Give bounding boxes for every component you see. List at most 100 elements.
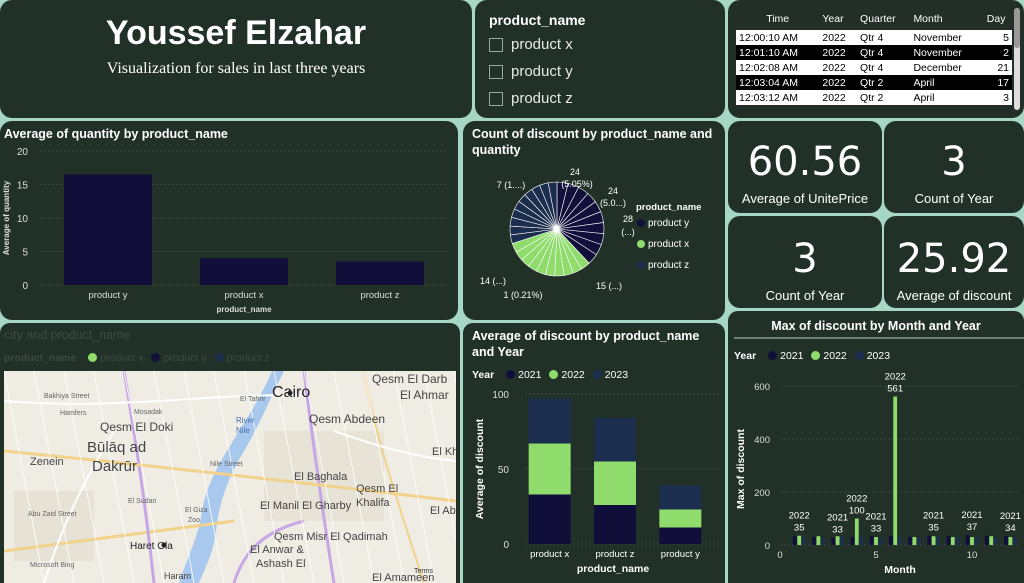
table-cell: 2022 (819, 90, 858, 105)
x-tick-label: product x (530, 549, 569, 560)
map-label: Zenein (30, 456, 64, 468)
kpi-label: Average of discount (896, 288, 1012, 303)
bar-segment (659, 485, 702, 510)
checkbox[interactable] (489, 64, 503, 79)
map-label: Ashash El (256, 558, 306, 570)
table-row[interactable]: 12:02:08 AM 2022 Qtr 4 December 21 (736, 60, 1012, 75)
table-cell: 12:00:10 AM (736, 30, 820, 45)
y-tick-label: 50 (498, 465, 510, 476)
street (303, 371, 345, 583)
bar (200, 258, 288, 285)
kpi-label: Average of UnitePrice (741, 191, 869, 206)
y-tick-label: 400 (754, 435, 770, 446)
column-header[interactable]: Day (986, 13, 1006, 25)
y-tick-label: 10 (17, 214, 29, 225)
table-row[interactable]: 12:03:04 AM 2022 Qtr 2 April 17 (736, 75, 1012, 90)
x-tick-label: 0 (777, 550, 782, 561)
y-tick-label: 0 (503, 540, 509, 551)
bar (946, 535, 951, 545)
street (4, 371, 45, 583)
slicer-item-product-x[interactable]: product x (489, 36, 573, 53)
x-tick-label: product y (661, 549, 700, 560)
map-label: Abu Zaid Street (28, 511, 77, 518)
table-cell: Qtr 2 (857, 90, 911, 105)
street (393, 371, 435, 583)
table-cell: Qtr 2 (857, 75, 911, 90)
street (273, 371, 315, 583)
time-data-table: Time Year Quarter Month Day 12:00:10 AM 2022 Q… (736, 8, 1012, 105)
column-header[interactable]: Time (766, 13, 790, 25)
legend-label: product x (648, 239, 689, 250)
map-label: Terms (414, 568, 434, 575)
column-header[interactable]: Year (822, 13, 844, 25)
map-label: Mosadak (134, 409, 163, 416)
table-scrollbar[interactable] (1014, 8, 1020, 110)
x-tick-label: product x (224, 290, 263, 301)
data-label-value: 35 (794, 523, 805, 534)
slicer-item-product-z[interactable]: product z (489, 90, 573, 107)
pie-slice (547, 181, 558, 230)
kpi-value: 3 (941, 139, 967, 185)
bar (989, 536, 994, 545)
table-row[interactable]: 12:03:12 AM 2022 Qtr 2 April 3 (736, 90, 1012, 105)
map-legend: product_name product x product y product… (4, 352, 270, 364)
bar-segment (594, 461, 636, 505)
road (43, 430, 115, 583)
map-label: Hamfers (60, 410, 87, 417)
table-cell: 12:02:08 AM (736, 60, 820, 75)
street (63, 371, 105, 583)
kpi-count-year-2: 3 Count of Year (728, 216, 882, 308)
chart-title: Average of quantity by product_name (4, 127, 228, 141)
max-discount-chart: Max of discount by Month and Year Year 2… (728, 311, 1024, 583)
bar (820, 537, 825, 545)
map-label: El Giza (185, 507, 208, 514)
bar (916, 537, 921, 545)
year-legend: Year 2021 2022 2023 (734, 350, 891, 362)
discount-pie-chart: Count of discount by product_name and qu… (463, 121, 725, 320)
map-point (287, 390, 293, 396)
legend-marker (637, 240, 645, 248)
legend-label: product y (648, 218, 689, 229)
map-label: Zoo (188, 517, 200, 524)
checkbox[interactable] (489, 37, 503, 52)
legend-title: product_name (636, 202, 701, 213)
table-row[interactable]: 12:00:10 AM 2022 Qtr 4 November 5 (736, 30, 1012, 45)
y-tick-label: 20 (17, 147, 29, 158)
x-tick-label: product z (360, 290, 399, 301)
kpi-avg-unit-price: 60.56 Average of UnitePrice (728, 121, 882, 213)
column-header[interactable]: Month (913, 13, 943, 25)
y-tick-label: 5 (22, 248, 28, 259)
bar (897, 537, 902, 545)
bar (1008, 537, 1013, 545)
road (4, 394, 305, 405)
table-cell: 17 (980, 75, 1012, 90)
bar (950, 537, 955, 545)
checkbox[interactable] (489, 91, 503, 106)
data-label: 28 (623, 214, 633, 224)
table-row[interactable]: 12:01:10 AM 2022 Qtr 4 November 2 (736, 45, 1012, 60)
kpi-label: Count of Year (914, 191, 994, 206)
map-point (161, 542, 167, 548)
map-label: Microsoft Bing (30, 562, 74, 569)
kpi-value: 25.92 (896, 236, 1012, 282)
bar-segment (594, 505, 636, 544)
table-cell: 2022 (819, 30, 858, 45)
data-label: (...) (621, 227, 635, 237)
table-cell: 2022 (819, 60, 858, 75)
slicer-item-product-y[interactable]: product y (489, 63, 573, 80)
bar (931, 536, 936, 545)
bar (812, 537, 816, 545)
table-cell: Qtr 4 (857, 60, 911, 75)
map-label: Haret Ola (130, 541, 173, 552)
street (93, 371, 135, 583)
x-tick-label: 5 (873, 550, 878, 561)
district-area (14, 491, 94, 561)
road (4, 519, 235, 553)
bar (1012, 537, 1017, 545)
legend-label: product z (648, 260, 689, 271)
bar-segment (528, 443, 571, 495)
column-header[interactable]: Quarter (860, 13, 896, 25)
bar (984, 535, 989, 545)
table-cell: 12:03:12 AM (736, 90, 820, 105)
